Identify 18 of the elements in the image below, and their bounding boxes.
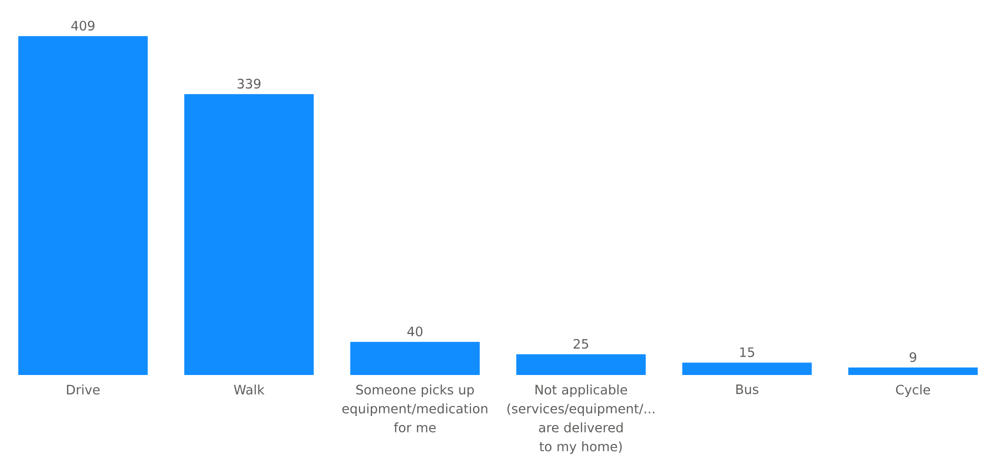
x-tick-label: Drive: [67, 384, 100, 395]
data-label: 9: [910, 352, 916, 362]
data-label: 40: [407, 326, 422, 336]
bar: [184, 94, 314, 375]
bar: [848, 368, 978, 375]
bar: [350, 342, 480, 375]
bar: [682, 362, 812, 375]
data-label: 339: [238, 78, 260, 89]
data-label: 25: [574, 338, 588, 349]
x-tick-label: Bus: [736, 384, 758, 394]
bar: [18, 36, 148, 375]
x-tick-label: Someone picks up equipment/medication for me: [342, 384, 488, 432]
x-tick-label: Cycle: [896, 384, 930, 398]
data-label: 15: [740, 347, 754, 358]
x-tick-label: Not applicable (services/equipment/... are delivered to my home): [507, 384, 654, 454]
data-label: 409: [71, 20, 94, 31]
bar: [516, 354, 646, 375]
x-tick-label: Walk: [234, 384, 264, 395]
